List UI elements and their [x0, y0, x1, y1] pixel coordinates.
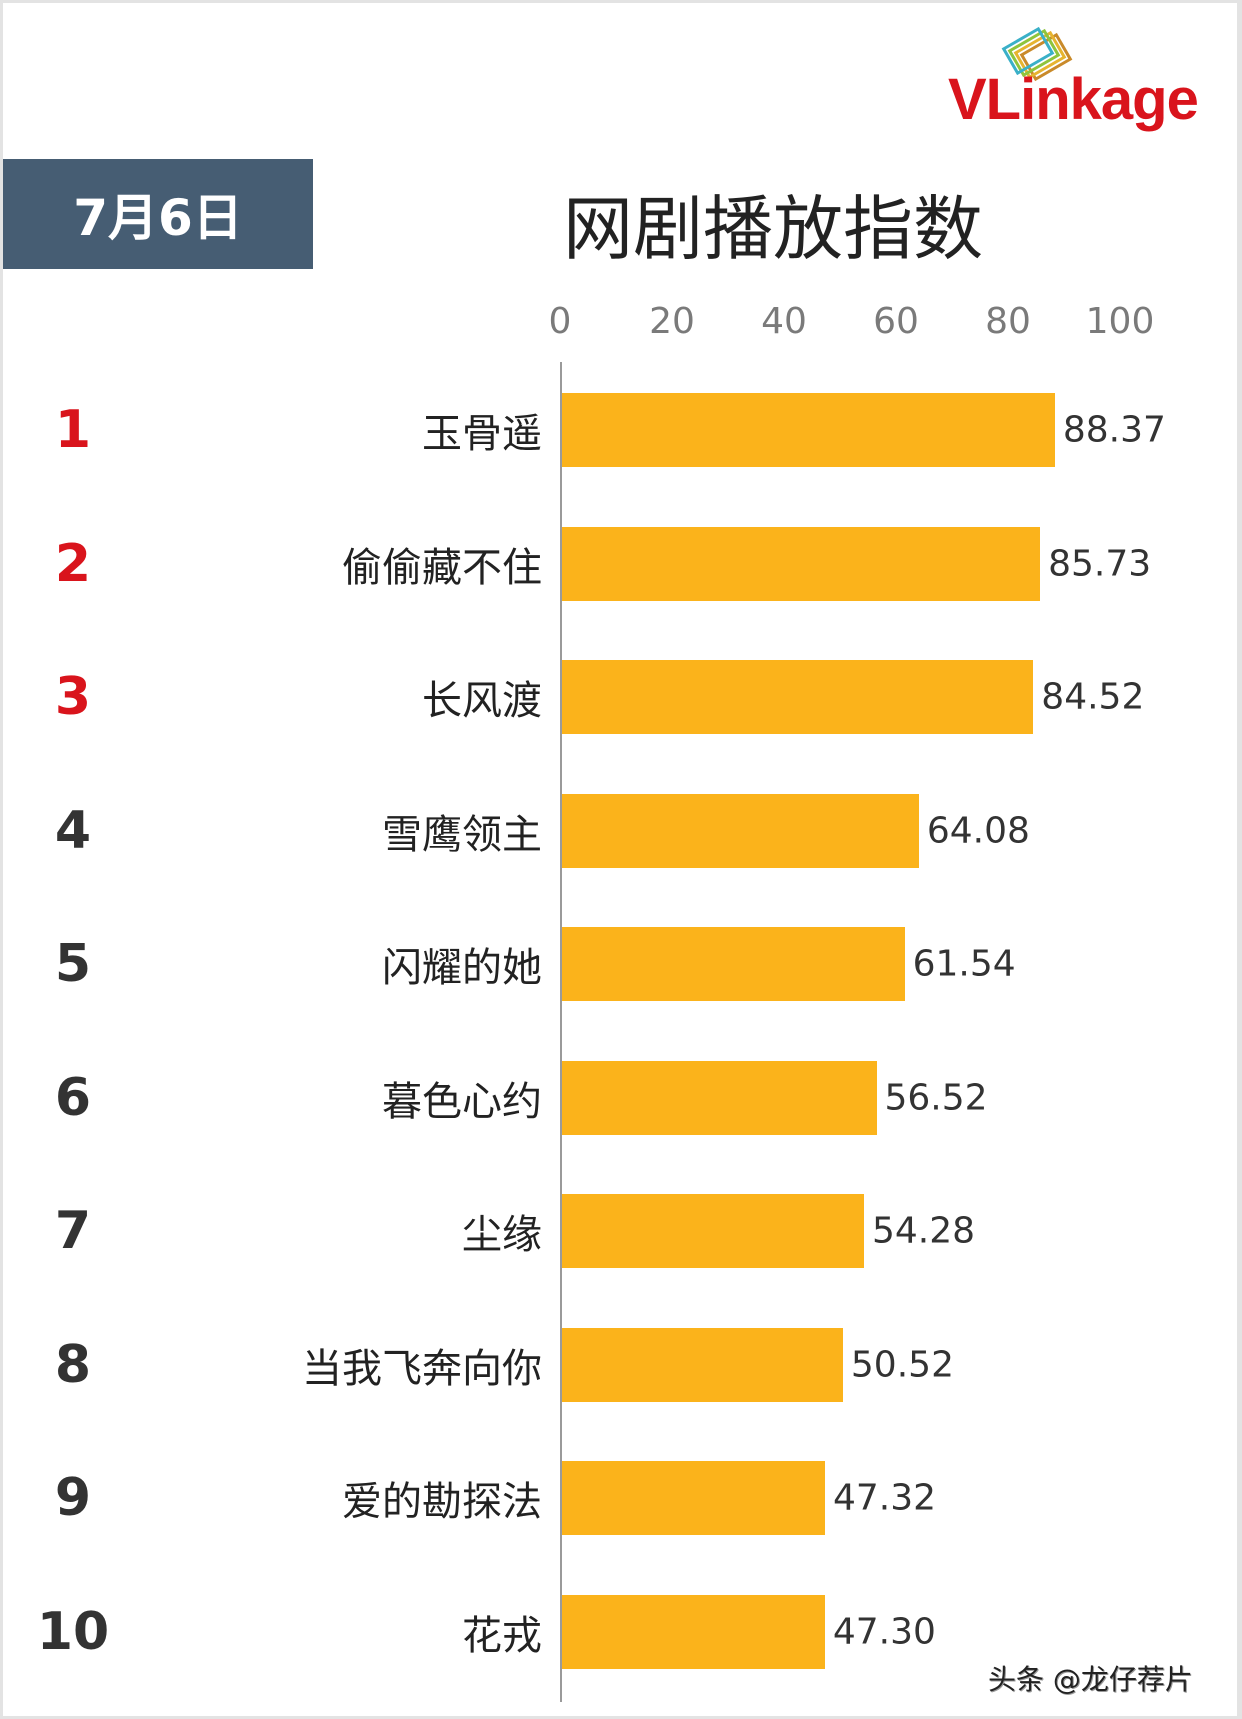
rank-number: 2	[54, 533, 92, 594]
rank-number: 3	[54, 667, 92, 727]
value-label: 56.52	[884, 1077, 988, 1118]
chart-title: 网剧播放指数	[563, 188, 983, 270]
bar	[562, 1060, 877, 1135]
category-label: 尘缘	[462, 1212, 542, 1258]
category-label: 长风渡	[422, 678, 542, 724]
category-label: 当我飞奔向你	[302, 1345, 542, 1392]
value-label: 64.08	[926, 810, 1030, 851]
value-label: 47.32	[832, 1477, 937, 1519]
category-label: 暮色心约	[382, 1078, 542, 1125]
category-label: 玉骨遥	[422, 411, 542, 457]
category-label: 花戎	[462, 1612, 542, 1659]
value-label: 47.30	[832, 1611, 936, 1652]
x-tick-label: 20	[649, 301, 695, 342]
bar	[562, 393, 1055, 467]
bar	[562, 1194, 864, 1268]
category-label: 偷偷藏不住	[342, 544, 542, 591]
rank-number: 8	[54, 1334, 92, 1395]
bar	[562, 526, 1041, 601]
logo-text: VLinkage	[948, 67, 1199, 132]
rank-number: 10	[36, 1601, 110, 1662]
value-label: 61.54	[912, 943, 1016, 985]
rank-number: 5	[54, 934, 92, 994]
bar	[562, 927, 905, 1001]
bar	[562, 660, 1034, 734]
bar	[562, 1594, 825, 1669]
x-tick-label: 40	[761, 301, 807, 342]
value-label: 88.37	[1062, 409, 1166, 451]
x-tick-label: 80	[985, 301, 1031, 342]
logo-frames-icon	[1001, 26, 1073, 82]
category-label: 闪耀的她	[382, 945, 542, 991]
category-label: 雪鹰领主	[382, 811, 542, 858]
rank-number: 6	[54, 1067, 92, 1128]
date-badge: 7月6日	[3, 159, 313, 269]
x-tick-label: 100	[1085, 301, 1155, 342]
value-label: 85.73	[1048, 543, 1152, 584]
value-label: 84.52	[1041, 676, 1145, 718]
value-label: 50.52	[850, 1344, 954, 1385]
rank-number: 4	[54, 800, 92, 861]
y-axis-line	[560, 362, 562, 1702]
x-tick-label: 60	[873, 301, 919, 342]
bar	[562, 793, 919, 868]
rank-number: 9	[54, 1468, 92, 1528]
bar	[562, 1327, 843, 1402]
x-tick-label: 0	[548, 301, 572, 342]
watermark: 头条 @龙仔荐片	[988, 1663, 1193, 1696]
vlinkage-logo: VLinkage	[948, 23, 1238, 133]
rank-number: 7	[54, 1201, 92, 1261]
rank-number: 1	[54, 400, 92, 460]
chart-canvas: VLinkage 7月6日 网剧播放指数 0 20 40 60 80 100 1 玉骨遥 88…	[3, 3, 1237, 1716]
category-label: 爱的勘探法	[342, 1479, 542, 1525]
bar	[562, 1461, 825, 1535]
value-label: 54.28	[871, 1210, 976, 1252]
